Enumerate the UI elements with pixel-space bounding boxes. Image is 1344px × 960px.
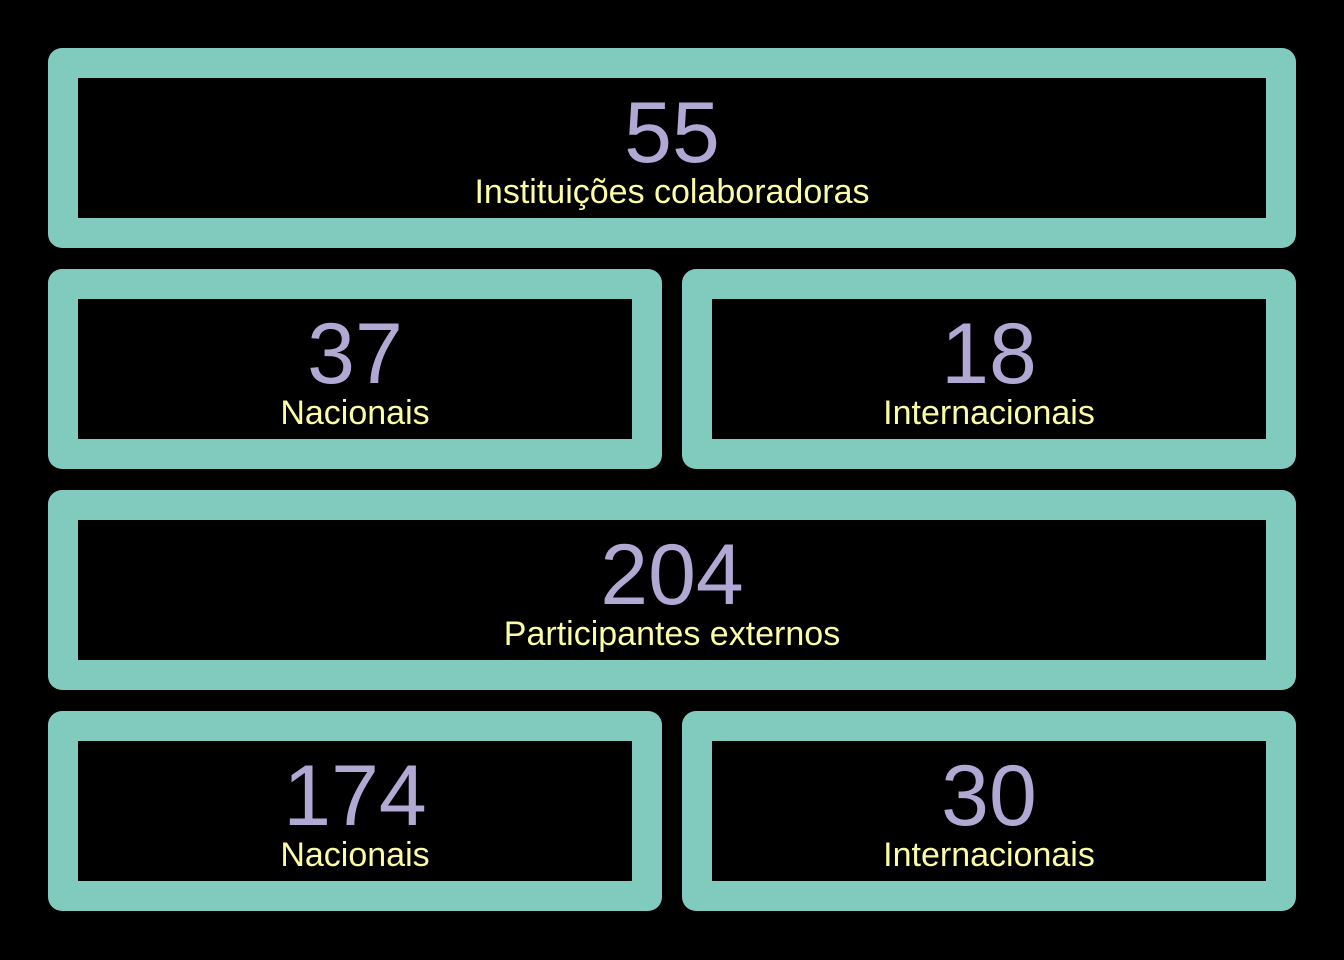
institutions-international-value: 18 xyxy=(941,306,1037,402)
participants-national-value: 174 xyxy=(283,748,427,844)
institutions-total-value: 55 xyxy=(624,85,720,181)
participants-total-label: Participantes externos xyxy=(503,615,841,653)
participants-international-label: Internacionais xyxy=(883,836,1095,874)
participants-national-label: Nacionais xyxy=(280,836,430,874)
institutions-total-label: Instituições colaboradoras xyxy=(474,173,870,211)
institutions-national-value: 37 xyxy=(307,306,403,402)
institutions-national-card: 37 Nacionais xyxy=(48,269,662,469)
participants-total-card: 204 Participantes externos xyxy=(48,490,1296,690)
participants-international-value: 30 xyxy=(941,748,1037,844)
institutions-international-label: Internacionais xyxy=(883,394,1095,432)
participants-national-card: 174 Nacionais xyxy=(48,711,662,911)
participants-international-card: 30 Internacionais xyxy=(682,711,1296,911)
institutions-international-card: 18 Internacionais xyxy=(682,269,1296,469)
participants-total-value: 204 xyxy=(600,527,744,623)
institutions-national-label: Nacionais xyxy=(280,394,430,432)
institutions-total-card: 55 Instituições colaboradoras xyxy=(48,48,1296,248)
